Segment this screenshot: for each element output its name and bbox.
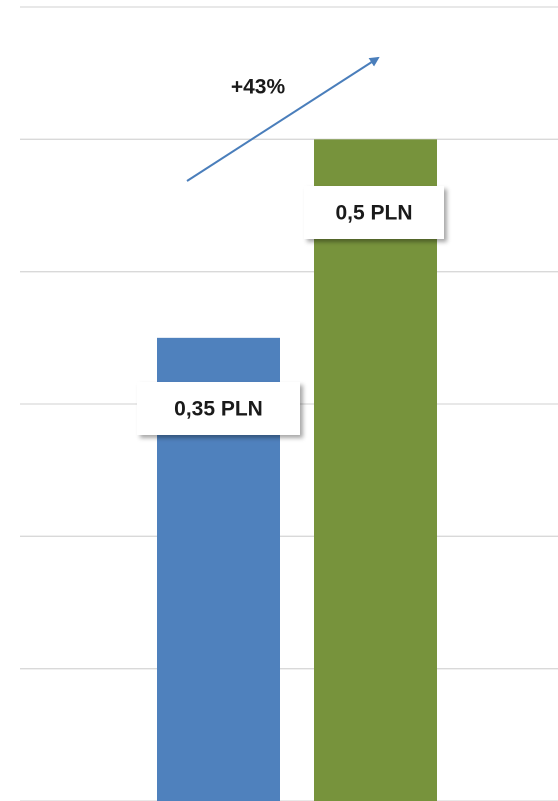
label-box — [137, 382, 300, 435]
trend-arrow — [186, 56, 380, 182]
value-label: 0,35 PLN — [174, 398, 263, 421]
annotation: +43% — [231, 76, 286, 99]
bar — [314, 139, 437, 801]
label-box — [304, 186, 444, 239]
value-label: 0,5 PLN — [335, 202, 412, 225]
